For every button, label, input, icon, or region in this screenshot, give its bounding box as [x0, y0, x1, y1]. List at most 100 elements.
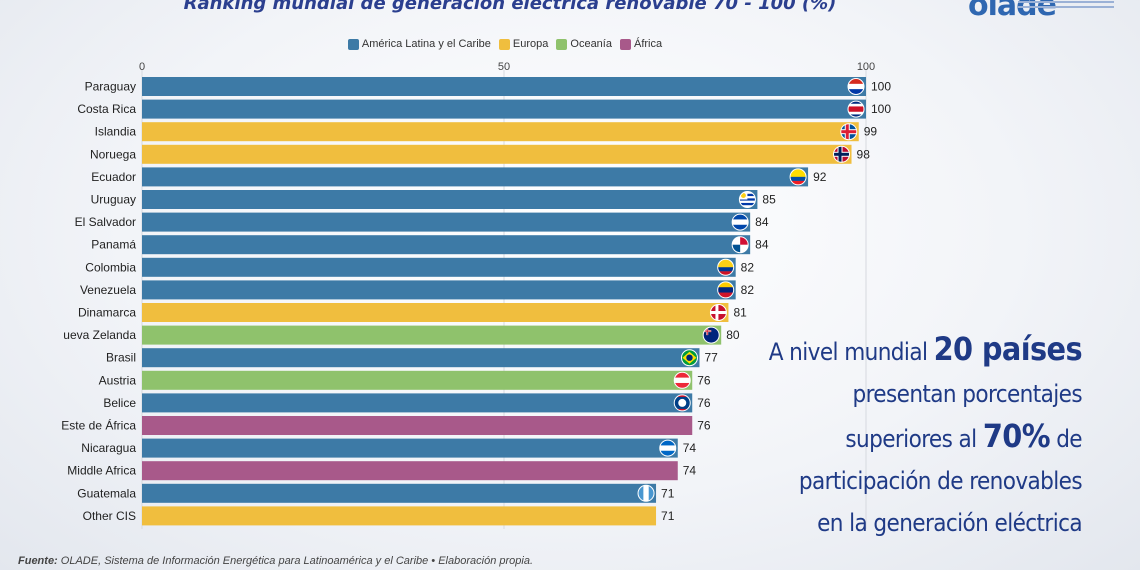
- value-label: 82: [741, 260, 755, 274]
- category-label: Guatemala: [77, 486, 136, 500]
- source-note: Fuente: OLADE, Sistema de Información En…: [18, 555, 533, 567]
- bar: [142, 167, 809, 187]
- bar: [142, 212, 751, 232]
- category-label: Dinamarca: [78, 306, 136, 320]
- value-label: 99: [864, 125, 878, 139]
- paraguay-flag: [847, 78, 865, 95]
- logo-tagline-lines: [1018, 0, 1114, 16]
- denmark-flag: [709, 304, 727, 321]
- value-label: 98: [857, 147, 871, 161]
- summary-note: A nivel mundial 20 países presentan porc…: [720, 328, 1083, 544]
- value-label: 85: [762, 193, 776, 207]
- category-label: Panamá: [91, 238, 136, 252]
- bar: [142, 461, 678, 481]
- legend-swatch-europa: [498, 38, 510, 50]
- austria-flag: [673, 371, 691, 389]
- note-line-1: A nivel mundial 20 países: [768, 330, 1083, 368]
- guatemala-flag: [637, 484, 655, 502]
- note-line-3: superiores al 70% de: [845, 417, 1082, 455]
- bar: [142, 144, 852, 164]
- legend-label-oceania: Oceanía: [570, 38, 612, 50]
- note-line-5: en la generación eléctrica: [817, 509, 1083, 537]
- category-label: Other CIS: [83, 509, 136, 523]
- value-label: 82: [741, 283, 755, 297]
- legend-label-africa: África: [633, 38, 663, 50]
- value-label: 81: [733, 306, 747, 320]
- legend-item-europa[interactable]: Europa: [498, 38, 549, 50]
- legend-swatch-oceania: [556, 38, 568, 50]
- value-label: 100: [871, 102, 891, 116]
- value-label: 76: [697, 419, 711, 433]
- note-line-2: presentan porcentajes: [852, 380, 1082, 408]
- bar: [142, 303, 729, 322]
- legend-label-lac: América Latina y el Caribe: [361, 38, 491, 50]
- category-label: Costa Rica: [77, 102, 136, 116]
- bar: [142, 77, 866, 96]
- bar: [142, 190, 758, 209]
- category-label: Islandia: [95, 125, 137, 139]
- value-label: 84: [755, 238, 769, 252]
- logo-wordmark: olade: [968, 0, 1057, 23]
- category-label: Venezuela: [80, 283, 136, 297]
- category-label: ueva Zelanda: [63, 328, 136, 342]
- category-label: Colombia: [85, 260, 136, 274]
- category-label: Noruega: [90, 147, 136, 161]
- bar: [142, 235, 751, 255]
- nicaragua-flag: [659, 439, 677, 457]
- bar: [142, 348, 700, 368]
- category-label: Middle Africa: [67, 464, 136, 478]
- uruguay-flag: [738, 191, 756, 208]
- category-label: Brasil: [106, 351, 136, 365]
- legend-label-europa: Europa: [512, 38, 549, 50]
- bar: [142, 257, 736, 277]
- legend-swatch-lac: [347, 38, 359, 50]
- category-label: Austria: [99, 373, 137, 387]
- panama-flag: [731, 236, 749, 254]
- value-label: 76: [697, 373, 711, 387]
- value-label: 100: [871, 80, 891, 94]
- value-label: 71: [661, 509, 675, 523]
- x-tick-label: 100: [857, 61, 875, 73]
- bar: [142, 438, 678, 458]
- legend-swatch-africa: [619, 38, 631, 50]
- legend-item-africa[interactable]: África: [619, 38, 663, 50]
- note-line-4: participación de renovables: [798, 467, 1083, 495]
- bar: [142, 506, 657, 526]
- bar: [142, 325, 722, 345]
- chart-legend: América Latina y el Caribe Europa Oceaní…: [0, 38, 1010, 50]
- chart-title: Ranking mundial de generación eléctrica …: [183, 0, 837, 14]
- category-label: Belice: [103, 396, 136, 410]
- category-label: Nicaragua: [81, 441, 136, 455]
- x-tick-label: 50: [498, 61, 510, 73]
- el-salvador-flag: [731, 213, 749, 231]
- bar: [142, 483, 657, 503]
- value-label: 74: [683, 441, 697, 455]
- bar: [142, 122, 859, 142]
- bar: [142, 393, 693, 413]
- bar: [142, 280, 736, 300]
- category-label: Paraguay: [85, 80, 136, 94]
- costa-rica-flag: [847, 100, 865, 118]
- iceland-flag: [840, 123, 858, 141]
- bar: [142, 416, 693, 435]
- category-label: Ecuador: [91, 170, 136, 184]
- value-label: 71: [661, 486, 675, 500]
- brazil-flag: [680, 349, 698, 367]
- category-label: El Salvador: [75, 215, 136, 229]
- value-label: 74: [683, 464, 697, 478]
- legend-item-oceania[interactable]: Oceanía: [556, 38, 612, 50]
- ecuador-flag: [789, 168, 807, 186]
- x-tick-label: 0: [139, 61, 145, 73]
- value-label: 92: [813, 170, 827, 184]
- category-label: Este de África: [61, 418, 136, 433]
- value-label: 80: [726, 328, 740, 342]
- legend-item-lac[interactable]: América Latina y el Caribe: [347, 38, 491, 50]
- olade-logo: olade: [968, 0, 1118, 23]
- venezuela-flag: [717, 281, 735, 299]
- value-label: 84: [755, 215, 769, 229]
- belize-flag: [673, 394, 691, 412]
- new-zealand-flag: [702, 326, 720, 344]
- value-label: 76: [697, 396, 711, 410]
- value-label: 77: [704, 351, 718, 365]
